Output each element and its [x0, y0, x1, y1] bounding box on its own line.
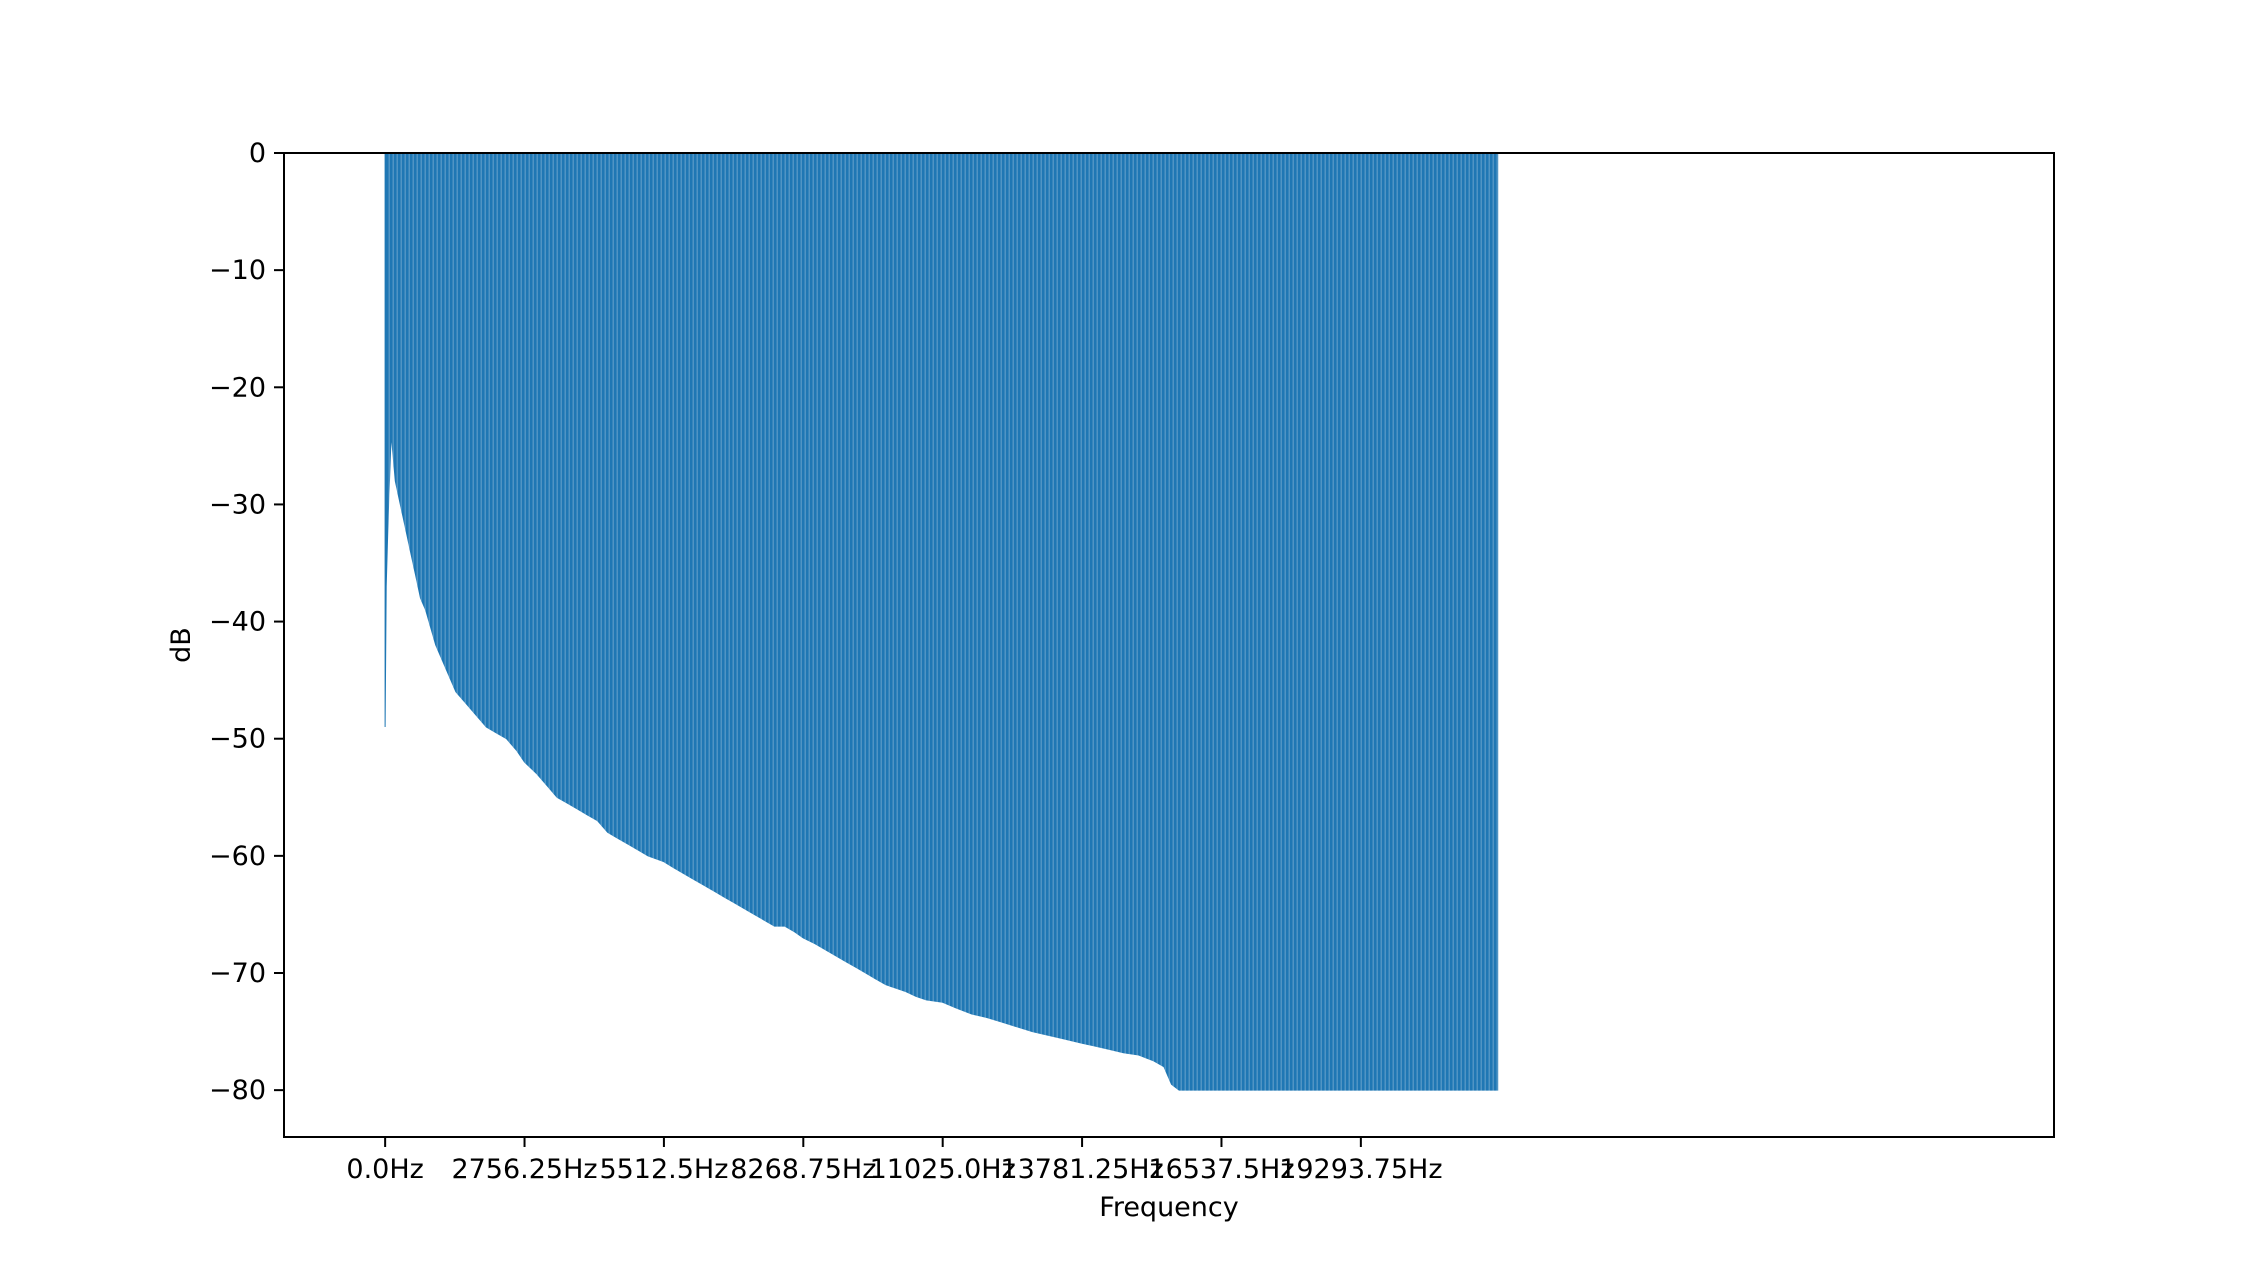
x-tick-label: 11025.0Hz — [870, 1154, 1016, 1185]
x-axis-ticks: 0.0Hz 2756.25Hz 5512.5Hz 8268.75Hz11025.0Hz… — [346, 1137, 1443, 1185]
y-tick-label: 0 — [249, 138, 266, 169]
plot-layer — [384, 153, 1499, 1137]
y-tick-label: −20 — [209, 372, 266, 403]
y-tick-label: −30 — [209, 489, 266, 520]
x-tick-label: 13781.25Hz — [1000, 1154, 1163, 1185]
x-tick-label: 19293.75Hz — [1279, 1154, 1442, 1185]
x-tick-label: 16537.5Hz — [1148, 1154, 1294, 1185]
x-axis-label: Frequency — [1099, 1192, 1239, 1223]
y-tick-label: −10 — [209, 255, 266, 286]
x-tick-label: 5512.5Hz — [599, 1154, 728, 1185]
x-tick-label: 2756.25Hz — [451, 1154, 597, 1185]
x-tick-label: 8268.75Hz — [730, 1154, 876, 1185]
y-tick-label: −50 — [209, 724, 266, 755]
spectrum-hatching-0 — [388, 153, 1498, 1137]
y-tick-label: −60 — [209, 841, 266, 872]
y-axis-ticks: 0 −10 −20 −30 −40 −50 −60 −70 −80 — [209, 138, 284, 1106]
y-axis-label: dB — [166, 627, 197, 663]
y-tick-label: −70 — [209, 958, 266, 989]
axes-frame — [283, 152, 2055, 1138]
x-tick-label: 0.0Hz — [346, 1154, 423, 1185]
y-tick-label: −80 — [209, 1075, 266, 1106]
y-tick-label: −40 — [209, 607, 266, 638]
